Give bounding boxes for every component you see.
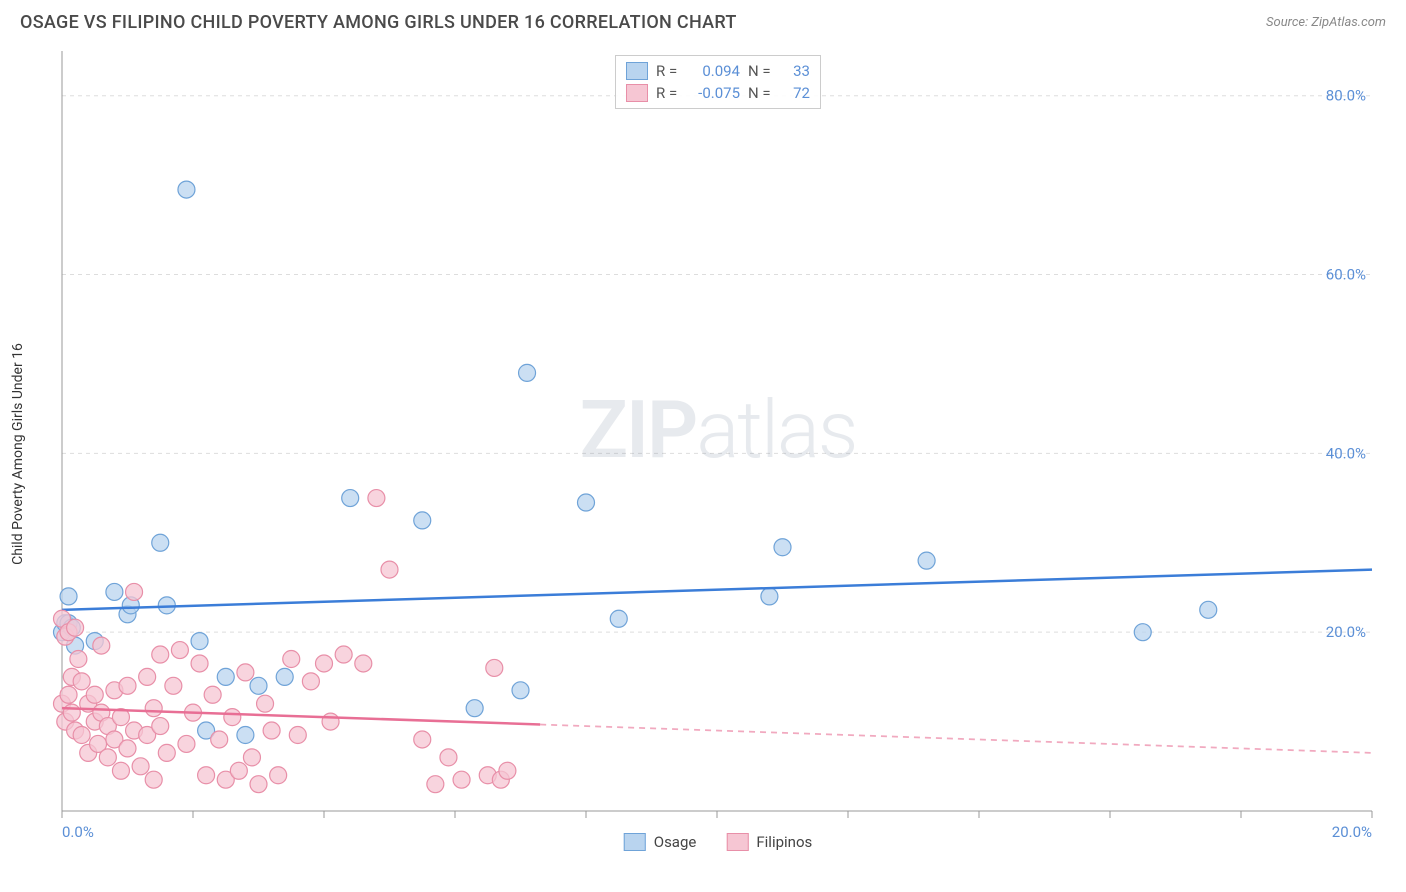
y-axis-label: Child Poverty Among Girls Under 16 [10,343,26,565]
legend-swatch [624,833,646,851]
scatter-plot: 20.0% 40.0% 60.0% 80.0% 0.0% 20.0% [50,41,1386,851]
legend-swatch [626,84,648,102]
svg-text:80.0%: 80.0% [1326,87,1366,105]
n-value: 33 [782,62,810,80]
legend-swatch [726,833,748,851]
n-label: N = [748,84,774,102]
svg-text:0.0%: 0.0% [62,823,94,841]
n-label: N = [748,62,774,80]
svg-text:20.0%: 20.0% [1332,823,1372,841]
title-bar: OSAGE VS FILIPINO CHILD POVERTY AMONG GI… [0,0,1406,41]
chart-title: OSAGE VS FILIPINO CHILD POVERTY AMONG GI… [20,12,737,33]
correlation-legend: R = 0.094 N = 33 R = -0.075 N = 72 [615,55,821,109]
legend-swatch [626,62,648,80]
svg-text:60.0%: 60.0% [1326,266,1366,284]
r-value: 0.094 [690,62,740,80]
source-credit: Source: ZipAtlas.com [1266,15,1386,30]
legend-item: Filipinos [726,833,812,851]
legend-row: R = -0.075 N = 72 [626,82,810,104]
legend-row: R = 0.094 N = 33 [626,60,810,82]
svg-text:20.0%: 20.0% [1326,623,1366,641]
r-label: R = [656,62,682,80]
legend-label: Filipinos [756,833,812,851]
svg-text:40.0%: 40.0% [1326,444,1366,462]
r-label: R = [656,84,682,102]
r-value: -0.075 [690,84,740,102]
n-value: 72 [782,84,810,102]
legend-label: Osage [654,833,697,851]
legend-item: Osage [624,833,697,851]
series-legend: Osage Filipinos [624,833,813,851]
chart-area: Child Poverty Among Girls Under 16 20.0%… [50,41,1386,851]
